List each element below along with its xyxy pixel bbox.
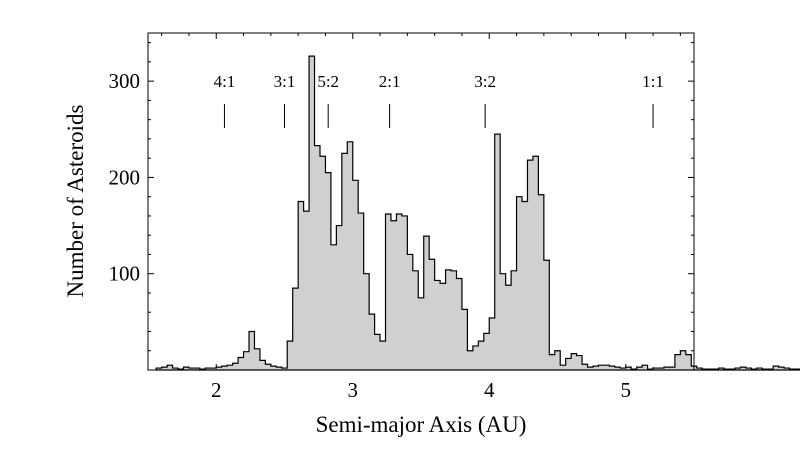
resonance-markers: 4:1 3:1 5:2 2:1 3:2 1:1 [214,72,664,128]
plot-frame [147,32,695,371]
y-tick-label: 300 [109,69,141,93]
resonance-label: 3:2 [474,72,496,91]
resonance-label: 2:1 [379,72,401,91]
histogram-area [155,55,800,371]
bars-layer [156,56,800,370]
x-tick-label: 5 [621,378,632,402]
resonance-label: 1:1 [642,72,664,91]
resonance-label: 4:1 [214,72,236,91]
y-tick-label: 200 [109,165,141,189]
x-tick-label: 2 [211,378,222,402]
y-tick-label: 100 [109,262,141,286]
x-tick-label: 4 [484,378,495,402]
x-tick-label: 3 [348,378,359,402]
resonance-label: 5:2 [317,72,339,91]
x-axis-title: Semi-major Axis (AU) [316,412,527,437]
resonance-label: 3:1 [274,72,296,91]
y-axis-title: Number of Asteroids [63,104,88,297]
